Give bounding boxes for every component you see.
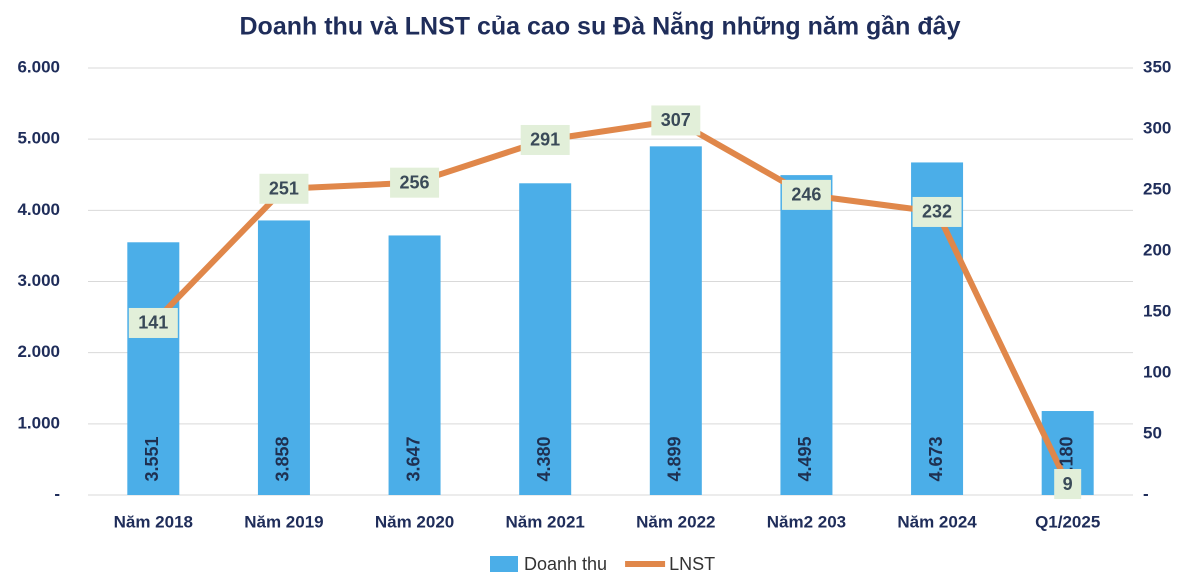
y2-tick-label: 300 — [1143, 118, 1171, 137]
bar — [649, 146, 702, 496]
bar-value-label: 4.899 — [665, 436, 685, 481]
line-value-label: 9 — [1063, 474, 1073, 494]
y2-tick-label: - — [1143, 484, 1149, 503]
y2-tick-label: 250 — [1143, 179, 1171, 198]
y2-tick-label: 350 — [1143, 57, 1171, 76]
y2-tick-label: 100 — [1143, 362, 1171, 381]
x-tick-label: Năm 2021 — [505, 512, 584, 531]
bar — [127, 242, 180, 495]
line-value-label: 251 — [269, 179, 299, 199]
line-label-box — [390, 167, 440, 198]
legend-label: Doanh thu — [524, 554, 607, 574]
y-tick-label: 5.000 — [17, 129, 60, 148]
bar-value-label: 4.495 — [795, 436, 815, 481]
x-tick-label: Năm 2022 — [636, 512, 715, 531]
y-tick-label: 2.000 — [17, 342, 60, 361]
x-tick-label: Năm 2019 — [244, 512, 323, 531]
line-label-box — [520, 124, 570, 155]
bar-value-label: 3.551 — [142, 436, 162, 481]
y-tick-label: 6.000 — [17, 57, 60, 76]
line-label-box — [259, 173, 309, 204]
line-label-box — [781, 179, 831, 210]
y2-tick-label: 50 — [1143, 423, 1162, 442]
line-label-box — [128, 307, 178, 338]
legend-label: LNST — [669, 554, 715, 574]
bar — [388, 235, 441, 495]
x-tick-label: Năm2 203 — [767, 512, 846, 531]
line-value-label: 232 — [922, 202, 952, 222]
line-label-box — [1054, 469, 1082, 500]
line-label-box — [912, 196, 962, 227]
line-value-label: 307 — [661, 110, 691, 130]
line-value-label: 141 — [138, 313, 168, 333]
bar-value-label: 3.647 — [403, 436, 423, 481]
bar-value-label: 4.380 — [534, 436, 554, 481]
y-tick-label: - — [54, 484, 60, 503]
bar — [780, 175, 833, 495]
bar — [257, 220, 310, 495]
line-value-label: 291 — [530, 130, 560, 150]
x-tick-label: Năm 2024 — [897, 512, 977, 531]
bar-value-label: 3.858 — [273, 436, 293, 481]
y2-tick-label: 150 — [1143, 301, 1171, 320]
line-value-label: 246 — [791, 185, 821, 205]
y-tick-label: 4.000 — [17, 200, 60, 219]
bar — [519, 183, 572, 496]
x-tick-label: Năm 2018 — [114, 512, 193, 531]
y-tick-label: 3.000 — [17, 271, 60, 290]
y2-tick-label: 200 — [1143, 240, 1171, 259]
bar-value-label: 4.673 — [926, 436, 946, 481]
y-tick-label: 1.000 — [17, 413, 60, 432]
x-tick-label: Q1/2025 — [1035, 512, 1100, 531]
line-value-label: 256 — [400, 172, 430, 192]
x-tick-label: Năm 2020 — [375, 512, 454, 531]
legend-swatch — [490, 556, 518, 572]
chart-title: Doanh thu và LNST của cao su Đà Nẵng nhữ… — [240, 11, 961, 41]
line-label-box — [651, 105, 701, 136]
